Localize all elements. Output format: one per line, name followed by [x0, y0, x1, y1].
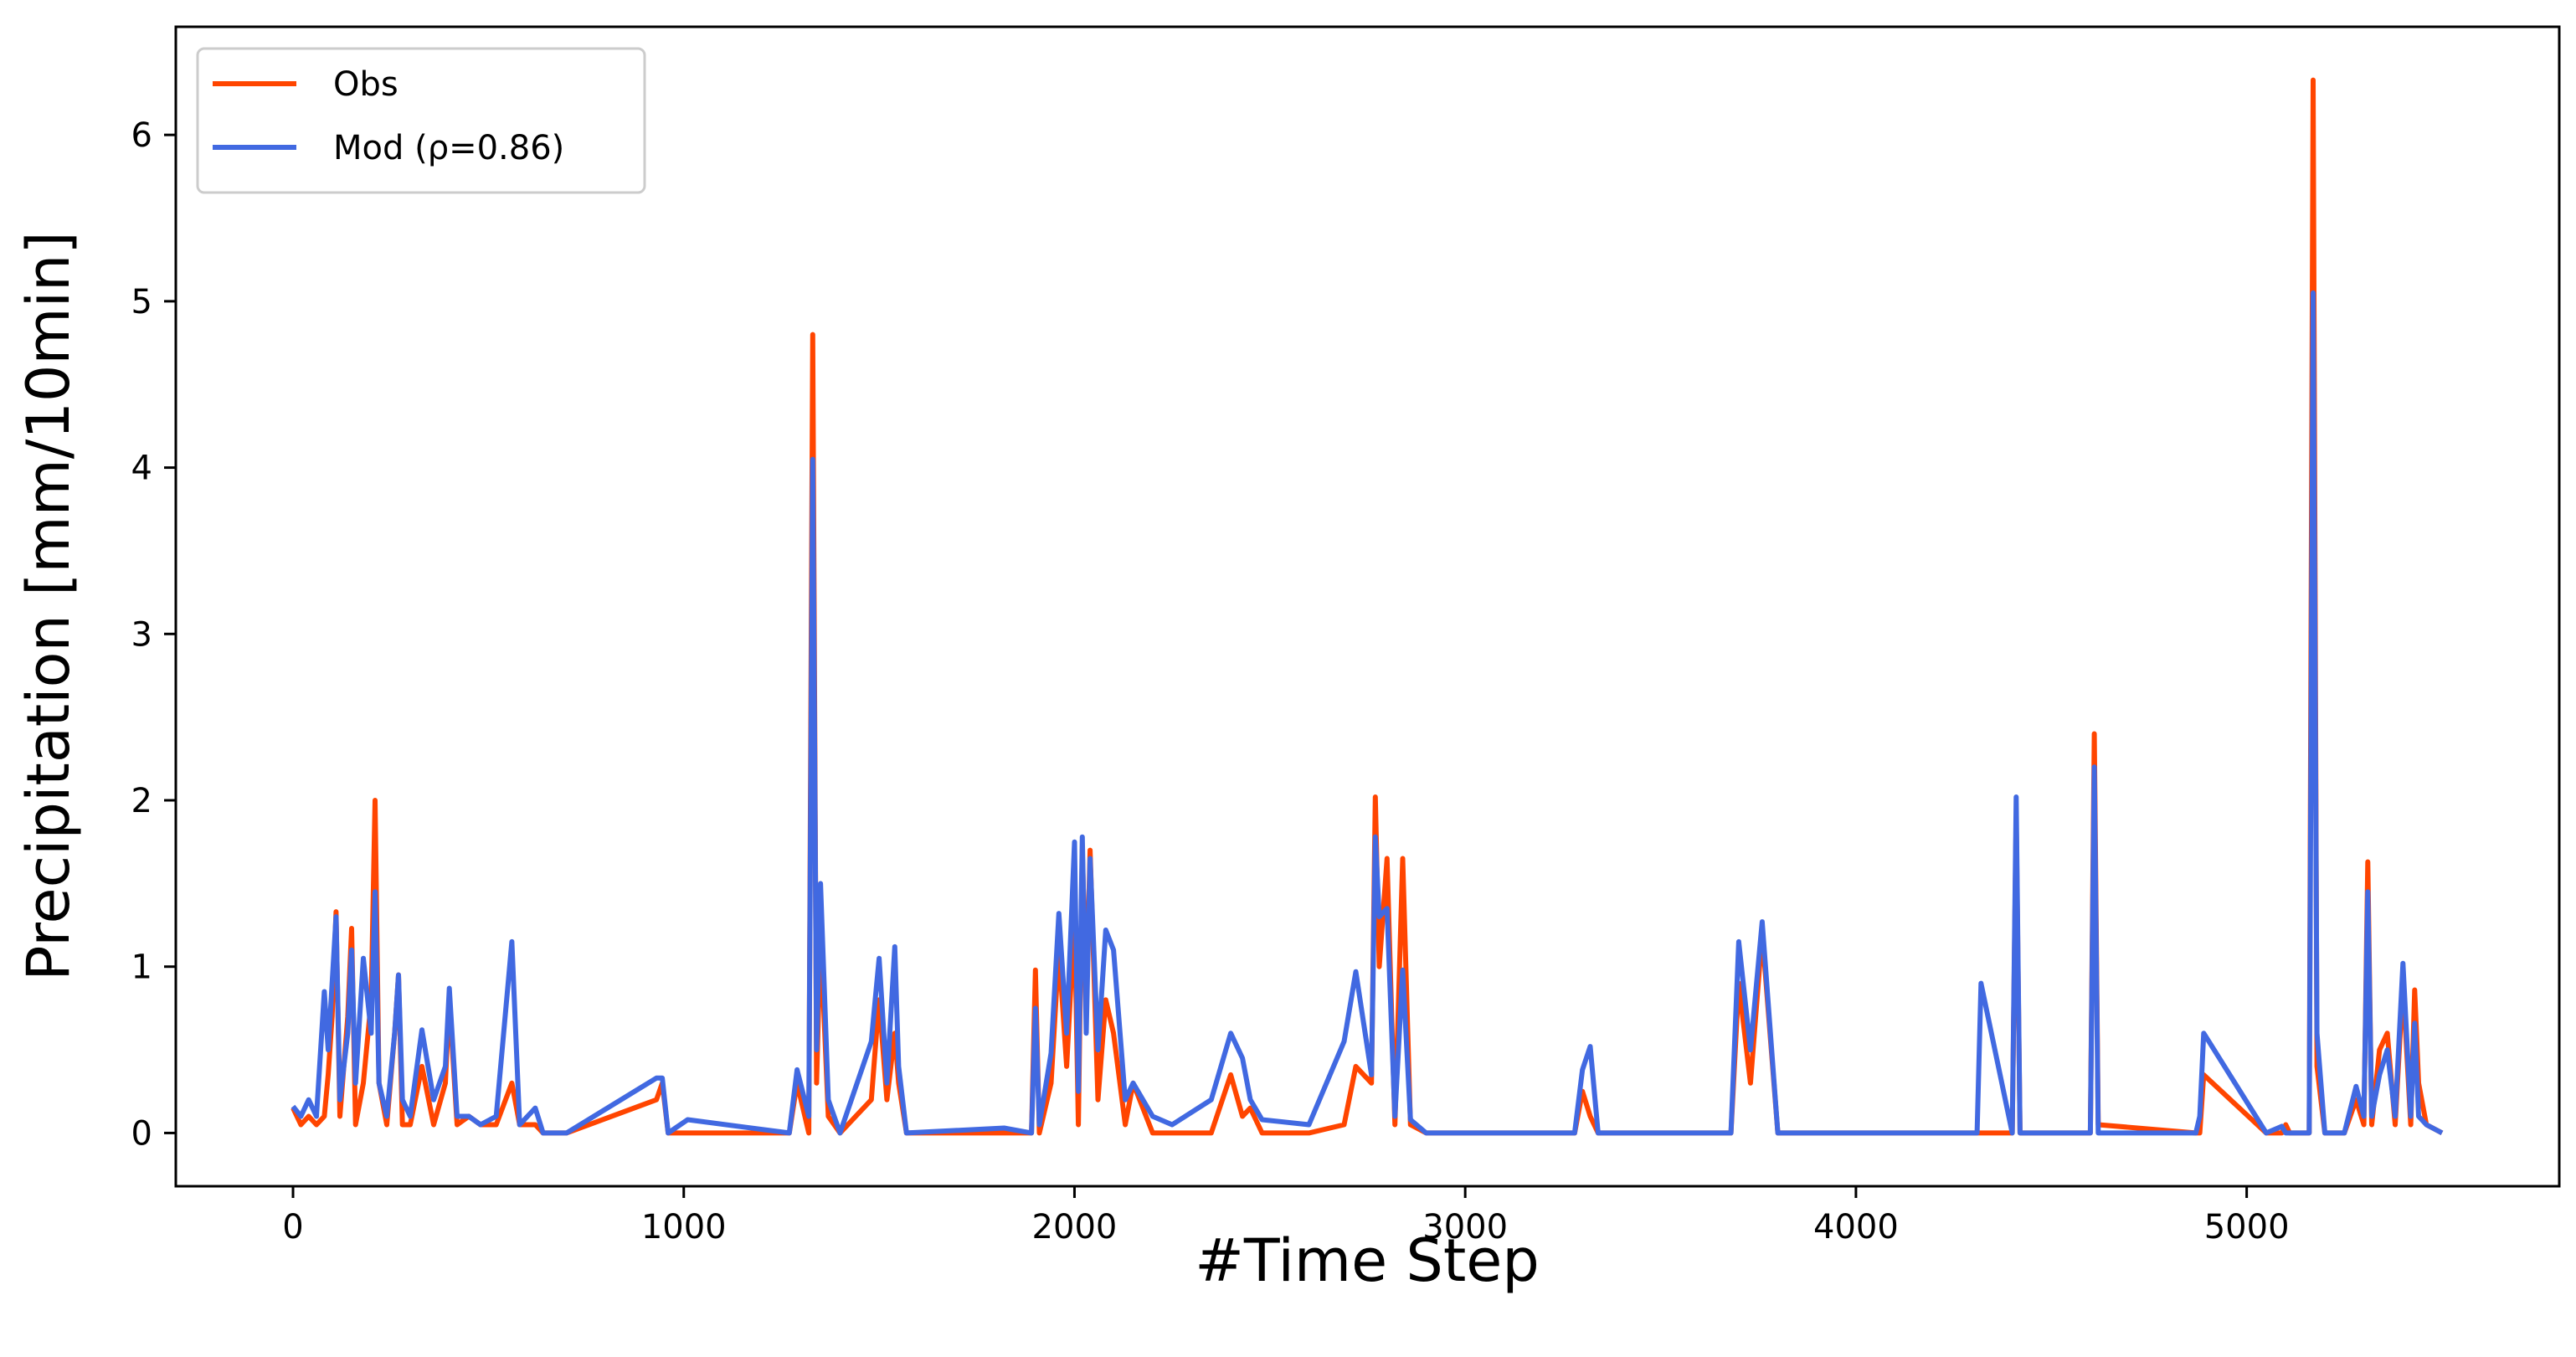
plot-background	[176, 27, 2559, 1186]
y-tick-label: 0	[131, 1114, 152, 1153]
legend: Obs Mod (ρ=0.86)	[196, 47, 646, 194]
series-line-mod	[291, 290, 2444, 1136]
y-axis-ticks: 0 1 2 3 4 5 6	[131, 116, 176, 1153]
y-tick-label: 2	[131, 782, 152, 820]
x-tick-label: 4000	[1813, 1208, 1899, 1246]
x-axis-label: #Time Step	[1195, 1226, 1540, 1295]
y-tick-label: 6	[131, 116, 152, 155]
x-tick-label: 2000	[1032, 1208, 1118, 1246]
y-tick-label: 5	[131, 283, 152, 321]
y-tick-label: 1	[131, 948, 152, 987]
legend-box	[196, 47, 646, 194]
legend-mod-label: Mod (ρ=0.86)	[333, 129, 564, 167]
plot-frame	[174, 25, 2561, 1188]
x-axis-ticks: 0 1000 2000 3000 4000 5000	[282, 1186, 2290, 1246]
x-tick-label: 0	[282, 1208, 303, 1246]
x-tick-label: 1000	[641, 1208, 727, 1246]
series-layer	[291, 77, 2444, 1136]
x-tick-label: 5000	[2204, 1208, 2290, 1246]
y-tick-label: 3	[131, 615, 152, 654]
x-tick-label: 3000	[1422, 1208, 1508, 1246]
y-tick-label: 4	[131, 450, 152, 488]
legend-obs-label: Obs	[333, 65, 398, 104]
series-line-obs	[291, 77, 2444, 1136]
y-axis-label: Precipitation [mm/10min]	[14, 231, 83, 980]
